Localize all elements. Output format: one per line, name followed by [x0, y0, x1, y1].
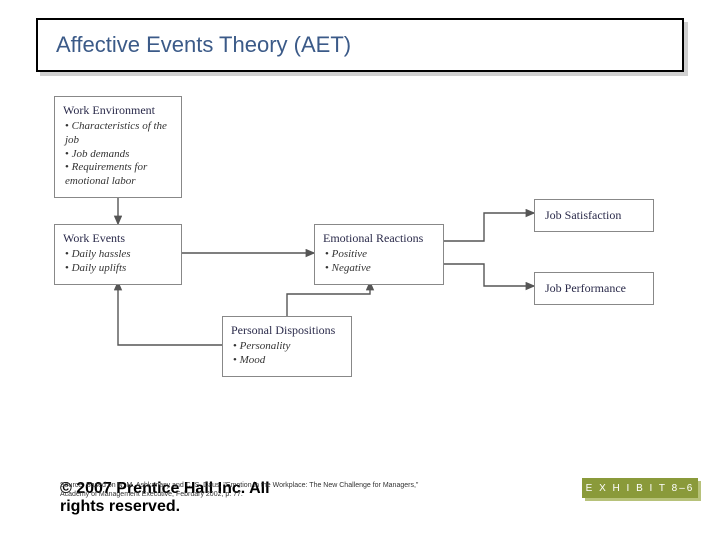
exhibit-badge: E X H I B I T 8–6 [582, 478, 698, 498]
node-item: Requirements for emotional labor [63, 161, 173, 189]
node-title: Work Environment [63, 103, 173, 118]
node-personal-dispositions: Personal Dispositions PersonalityMood [222, 316, 352, 377]
footer: Source: Based on N. M. Ashkanasy and C. … [60, 480, 460, 516]
node-item: Daily hassles [63, 248, 173, 262]
node-item: Characteristics of the job [63, 120, 173, 148]
node-items: PositiveNegative [323, 248, 435, 276]
node-job-satisfaction: Job Satisfaction [534, 199, 654, 232]
node-title: Job Satisfaction [545, 208, 643, 223]
node-work-environment: Work Environment Characteristics of the … [54, 96, 182, 198]
aet-diagram: Work Environment Characteristics of the … [54, 96, 674, 426]
node-item: Negative [323, 262, 435, 276]
node-emotional-reactions: Emotional Reactions PositiveNegative [314, 224, 444, 285]
node-title: Work Events [63, 231, 173, 246]
node-item: Job demands [63, 148, 173, 162]
node-item: Positive [323, 248, 435, 262]
copyright-line2: rights reserved. [60, 498, 460, 516]
node-title: Personal Dispositions [231, 323, 343, 338]
title-bar: Affective Events Theory (AET) [36, 18, 684, 72]
node-items: PersonalityMood [231, 340, 343, 368]
node-work-events: Work Events Daily hasslesDaily uplifts [54, 224, 182, 285]
source-citation: Source: Based on N. M. Ashkanasy and C. … [60, 482, 420, 499]
node-title: Job Performance [545, 281, 643, 296]
node-job-performance: Job Performance [534, 272, 654, 305]
node-item: Daily uplifts [63, 262, 173, 276]
node-item: Mood [231, 354, 343, 368]
node-items: Characteristics of the jobJob demandsReq… [63, 120, 173, 189]
page-title: Affective Events Theory (AET) [56, 32, 351, 58]
node-item: Personality [231, 340, 343, 354]
node-title: Emotional Reactions [323, 231, 435, 246]
exhibit-label: E X H I B I T 8–6 [582, 478, 698, 498]
node-items: Daily hasslesDaily uplifts [63, 248, 173, 276]
